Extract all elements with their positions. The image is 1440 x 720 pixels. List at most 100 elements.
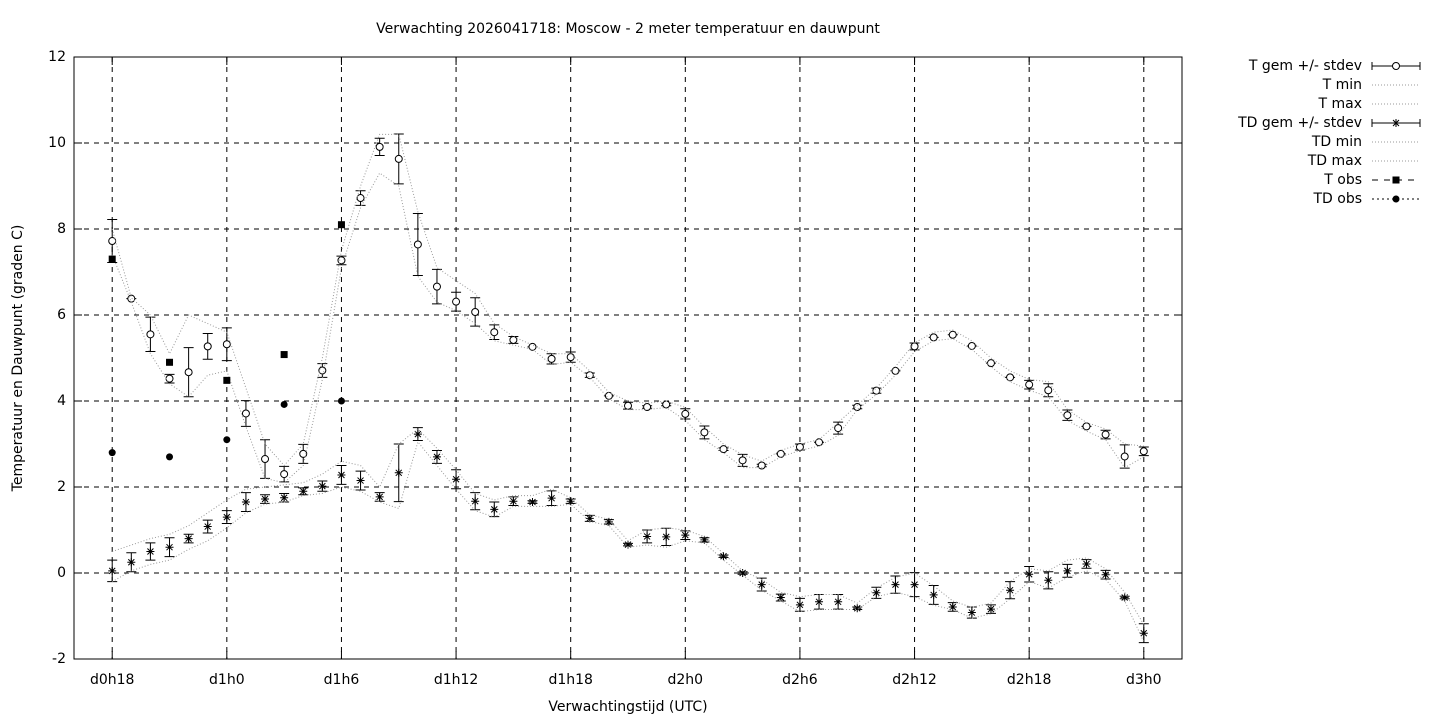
- obs-point: [280, 400, 288, 408]
- point: [413, 430, 422, 439]
- y-tick-label: 8: [57, 221, 66, 237]
- point: [834, 597, 843, 606]
- point: [241, 409, 250, 418]
- point: [929, 590, 938, 599]
- legend-marker: [1392, 176, 1400, 184]
- point: [604, 517, 613, 526]
- point: [165, 543, 174, 552]
- point: [1120, 593, 1129, 602]
- x-tick-label: d1h12: [434, 672, 478, 688]
- point: [280, 470, 289, 479]
- range-line: [112, 428, 1145, 625]
- obs-point: [337, 221, 345, 229]
- point: [1025, 570, 1034, 579]
- point: [394, 154, 403, 163]
- point: [738, 569, 747, 577]
- x-tick-label: d2h0: [668, 672, 704, 688]
- point: [891, 366, 900, 375]
- legend-label: TD max: [1307, 153, 1362, 169]
- point: [1063, 566, 1072, 575]
- point: [165, 374, 174, 383]
- point: [1101, 570, 1110, 579]
- point: [490, 328, 499, 337]
- point: [643, 403, 652, 412]
- point: [490, 505, 499, 514]
- y-tick-label: 0: [57, 565, 66, 581]
- x-tick-label: d2h18: [1007, 672, 1051, 688]
- x-tick-label: d1h6: [324, 672, 360, 688]
- point: [700, 535, 709, 544]
- legend-marker: [1392, 62, 1400, 70]
- legend-label: T obs: [1323, 172, 1362, 188]
- point: [337, 470, 346, 479]
- y-tick-label: -2: [52, 651, 66, 667]
- point: [1044, 386, 1053, 395]
- point: [948, 602, 957, 611]
- point: [910, 580, 919, 589]
- point: [299, 449, 308, 458]
- point: [1082, 422, 1091, 431]
- point: [776, 449, 785, 458]
- point: [757, 461, 766, 470]
- point: [375, 492, 384, 501]
- point: [585, 371, 594, 380]
- point: [184, 368, 193, 377]
- point: [528, 498, 537, 507]
- point: [662, 400, 671, 409]
- point: [452, 297, 461, 306]
- point: [1120, 452, 1129, 461]
- point: [1139, 629, 1148, 638]
- point: [738, 456, 747, 465]
- obs-point: [337, 397, 345, 405]
- obs-point: [108, 449, 116, 457]
- point: [566, 353, 575, 362]
- point: [815, 438, 824, 447]
- point: [222, 513, 231, 522]
- point: [719, 552, 728, 561]
- obs-point: [280, 351, 288, 359]
- point: [261, 495, 270, 504]
- x-tick-label: d3h0: [1126, 672, 1162, 688]
- point: [1044, 576, 1053, 585]
- point: [1006, 586, 1015, 595]
- point: [299, 487, 308, 496]
- point: [1025, 380, 1034, 389]
- point: [146, 547, 155, 556]
- point: [509, 497, 518, 506]
- point: [986, 605, 995, 614]
- point: [356, 476, 365, 485]
- point: [872, 588, 881, 597]
- x-tick-label: d2h12: [892, 672, 936, 688]
- point: [910, 342, 919, 351]
- chart-title: Verwachting 2026041718: Moscow - 2 meter…: [376, 21, 880, 37]
- point: [1082, 559, 1091, 568]
- point: [585, 514, 594, 523]
- legend-label: T max: [1317, 96, 1362, 112]
- obs-point: [223, 376, 231, 384]
- y-tick-label: 10: [48, 135, 66, 151]
- point: [241, 498, 250, 507]
- point: [1139, 447, 1148, 456]
- point: [547, 354, 556, 363]
- point: [967, 608, 976, 617]
- y-tick-label: 2: [57, 479, 66, 495]
- legend-marker: [1392, 195, 1400, 203]
- obs-point: [166, 453, 174, 461]
- legend-label: TD gem +/- stdev: [1237, 115, 1362, 131]
- x-tick-label: d1h18: [548, 672, 592, 688]
- y-tick-label: 6: [57, 307, 66, 323]
- legend-label: T min: [1322, 77, 1362, 93]
- point: [203, 342, 212, 351]
- point: [624, 540, 632, 549]
- point: [261, 455, 270, 464]
- point: [203, 522, 212, 531]
- point: [681, 409, 690, 418]
- point: [318, 482, 327, 491]
- y-axis-label: Temperatuur en Dauwpunt (graden C): [10, 225, 26, 493]
- point: [509, 335, 518, 344]
- point: [757, 580, 766, 589]
- point: [222, 340, 231, 349]
- point: [795, 600, 804, 609]
